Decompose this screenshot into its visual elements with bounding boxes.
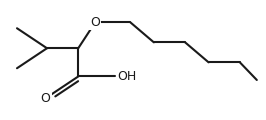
Text: O: O bbox=[90, 16, 100, 29]
Text: OH: OH bbox=[117, 70, 137, 83]
Text: O: O bbox=[41, 92, 51, 105]
